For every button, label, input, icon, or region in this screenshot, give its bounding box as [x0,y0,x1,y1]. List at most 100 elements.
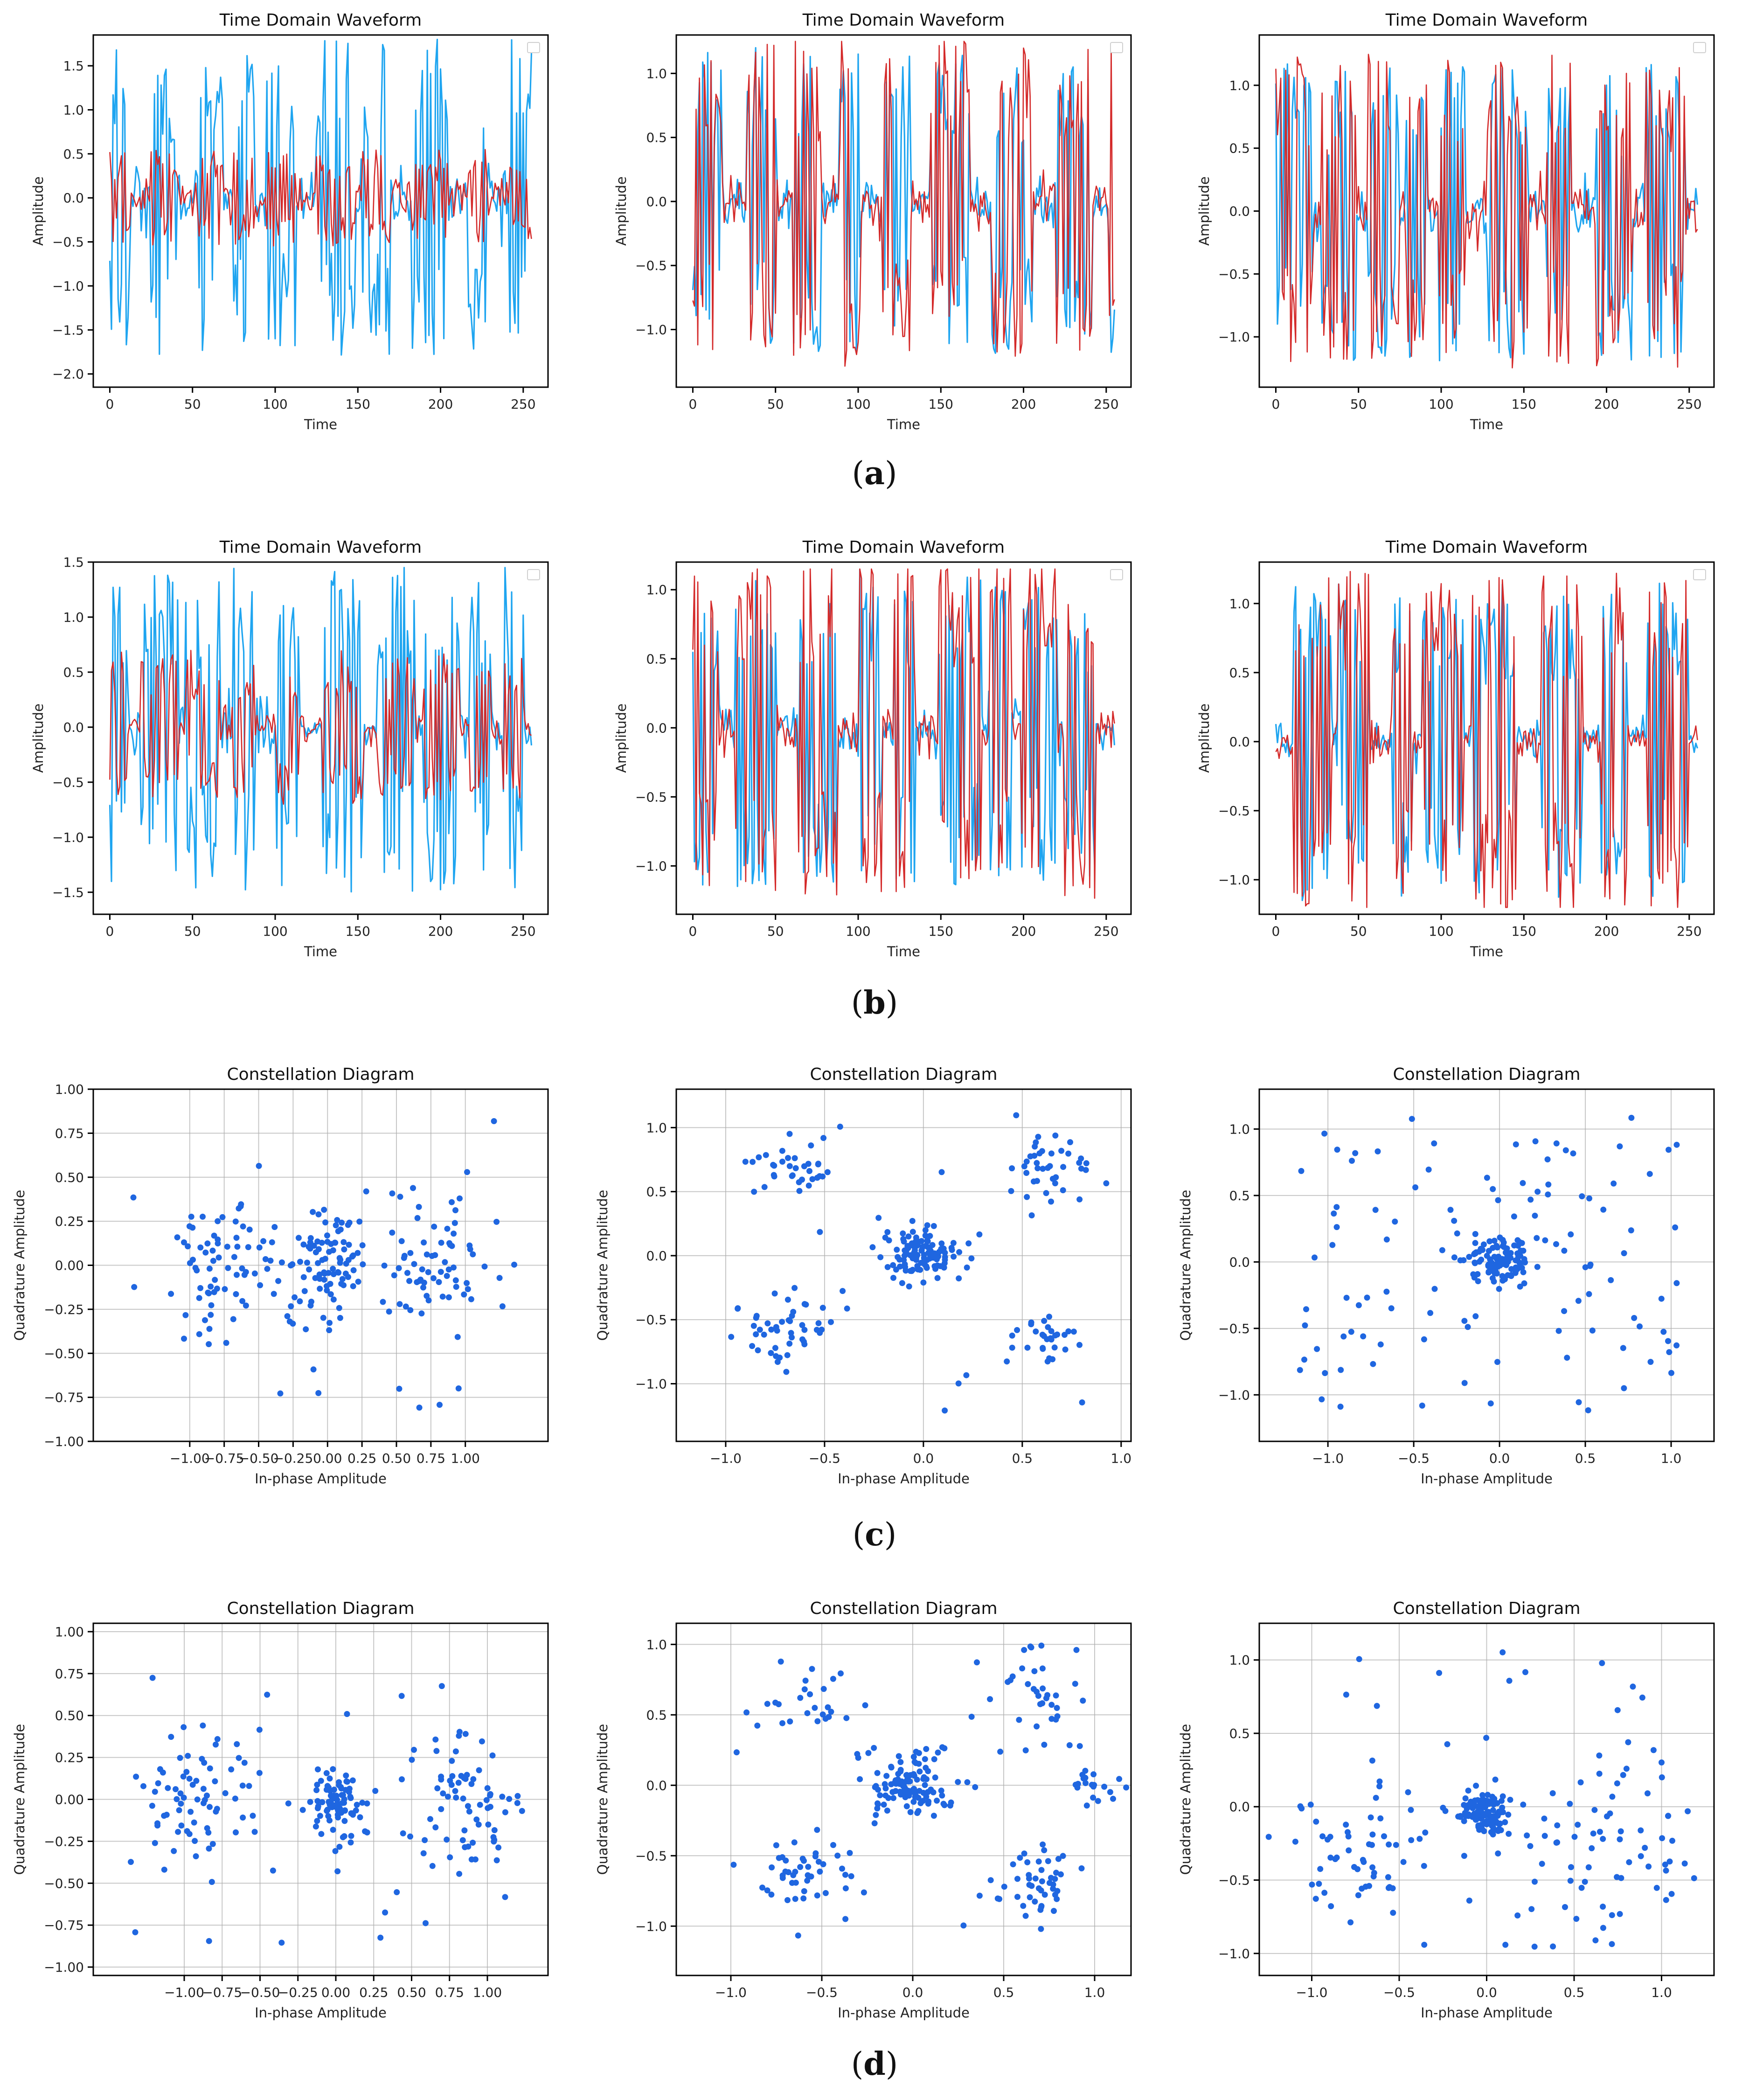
data-point [1044,1692,1051,1698]
x-tick-label: −1.0 [1296,1985,1328,2000]
x-tick-label: 50 [767,396,784,412]
data-point [457,1195,463,1202]
data-point [1444,1741,1451,1747]
x-tick-label: 50 [1350,924,1367,939]
data-point [916,1768,923,1775]
data-point [1376,1783,1383,1789]
data-point [1462,1795,1469,1801]
data-point [300,1241,307,1248]
y-tick-label: −1.0 [1218,872,1250,888]
data-point [197,1244,204,1251]
data-point [1393,1842,1399,1848]
chart-title: Time Domain Waveform [1385,538,1588,557]
data-point [784,1897,791,1903]
data-point [161,1866,167,1873]
data-point [250,1813,256,1819]
x-tick-label: −0.25 [273,1451,313,1466]
data-point [452,1207,458,1213]
data-point [1055,1856,1062,1862]
data-point [817,1329,823,1336]
data-point [131,1284,138,1290]
data-point [930,1223,937,1229]
data-point [350,1283,356,1289]
plot-area [1265,1649,1697,1950]
data-point [918,1238,925,1245]
data-point [1083,1780,1089,1787]
data-point [934,1254,940,1261]
data-point [423,1920,429,1926]
data-point [1479,1798,1485,1805]
data-point [1027,1153,1034,1160]
data-point [479,1738,485,1745]
data-point [1596,1752,1603,1759]
data-point [297,1298,303,1305]
data-point [735,1306,741,1312]
data-point [1491,1238,1498,1244]
data-point [1370,1361,1376,1367]
data-point [1638,1827,1644,1834]
data-point [1017,1855,1023,1861]
data-point [1416,1836,1423,1842]
series-line-blue [109,38,533,356]
data-point [996,1896,1003,1902]
y-tick-label: 0.5 [63,146,84,162]
data-point [317,1286,323,1292]
x-tick-label: 0.75 [416,1451,445,1466]
data-point [236,1205,242,1212]
data-point [337,1314,343,1321]
data-point [200,1213,206,1220]
data-point [942,1250,948,1256]
y-tick-label: −0.25 [44,1834,84,1849]
data-point [1460,1257,1467,1264]
data-point [1507,1250,1514,1256]
data-point [1062,1332,1068,1338]
data-point [820,1135,827,1141]
data-point [819,1711,826,1718]
data-point [240,1815,246,1821]
x-tick-label: −0.5 [1383,1985,1415,2000]
data-point [1408,1837,1415,1843]
data-point [1539,1861,1545,1867]
x-tick-label: 200 [428,396,453,412]
legend-box [1693,569,1706,580]
data-point [1343,1294,1350,1301]
data-point [805,1182,812,1189]
data-point [1044,1336,1050,1342]
data-point [411,1746,417,1753]
data-point [511,1261,517,1268]
data-point [742,1159,749,1165]
data-point [295,1235,302,1241]
data-point [1083,1167,1089,1173]
data-point [1370,1873,1377,1880]
data-point [1019,1665,1026,1672]
data-point [233,1235,240,1241]
data-point [1561,1308,1568,1314]
data-point [1366,1841,1372,1848]
data-point [1600,1836,1606,1842]
data-point [1048,1328,1055,1335]
y-tick-label: −1.0 [635,1376,667,1391]
x-tick-label: 50 [767,924,784,939]
chart-title: Constellation Diagram [227,1065,414,1084]
data-point [1385,1884,1392,1891]
data-point [1579,1193,1585,1200]
y-tick-label: −1.0 [635,322,667,337]
data-point [1076,1743,1083,1749]
data-point [1301,1356,1307,1363]
data-point [299,1807,306,1813]
data-point [795,1932,801,1939]
caption-c: (c) [0,1516,1749,1553]
data-point [987,1696,993,1703]
data-point [487,1791,493,1797]
data-point [1541,1815,1548,1822]
data-point [449,1758,455,1764]
data-point [514,1793,521,1799]
data-point [1575,1298,1582,1304]
data-point [1035,1133,1041,1140]
series-line-red [692,568,1115,899]
data-point [1461,1380,1468,1386]
data-point [956,1275,962,1282]
data-point [1492,1270,1498,1276]
chart-b1: Time Domain Waveform 0 50 100 150 200 250 −1.5 −… [30,538,549,960]
data-point [1520,1180,1526,1186]
